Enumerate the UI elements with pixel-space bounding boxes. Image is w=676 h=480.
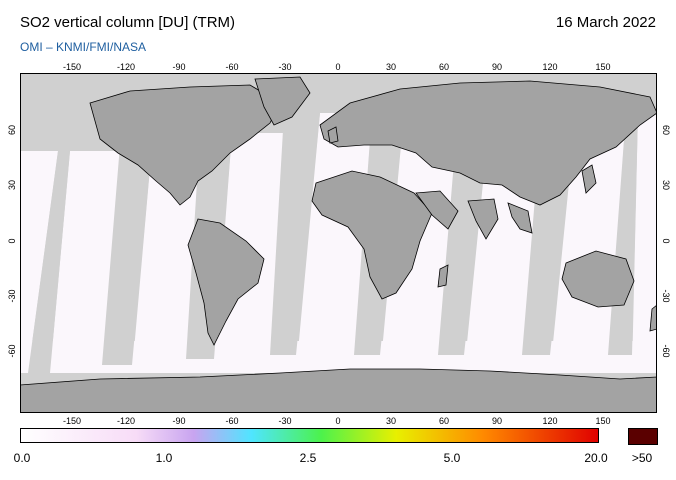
japan [581, 164, 597, 194]
map-date: 16 March 2022 [555, 14, 656, 31]
africa [311, 170, 433, 300]
lon-tick-top: 0 [335, 62, 341, 72]
lon-tick-bottom: 0 [335, 416, 341, 426]
lat-tick-left: -60 [7, 344, 17, 358]
lat-tick-right: 30 [661, 179, 671, 190]
arabia [415, 190, 459, 230]
lon-tick-top: -120 [116, 62, 135, 72]
colorbar-label: 2.5 [299, 451, 317, 465]
lon-tick-bottom: -60 [225, 416, 239, 426]
india [467, 198, 499, 240]
map-frame [20, 73, 657, 413]
greenland [254, 76, 311, 126]
swath-gap [28, 151, 70, 373]
lon-tick-bottom: -150 [62, 416, 81, 426]
lon-tick-top: -60 [225, 62, 239, 72]
lon-tick-top: 90 [491, 62, 502, 72]
south-america [187, 218, 265, 346]
swath [50, 151, 120, 373]
lat-tick-right: -30 [661, 289, 671, 303]
lon-tick-top: 30 [385, 62, 396, 72]
lon-tick-top: 120 [542, 62, 558, 72]
lon-tick-bottom: 150 [595, 416, 611, 426]
australia [561, 250, 635, 308]
world-map [20, 73, 657, 413]
north-america [89, 84, 281, 206]
lat-tick-left: 30 [7, 180, 17, 191]
lon-tick-bottom: -30 [278, 416, 292, 426]
colorbar-label: 1.0 [155, 451, 173, 465]
madagascar [437, 264, 449, 288]
antarctica [20, 368, 657, 413]
new-zealand [649, 304, 657, 332]
lat-tick-left: -30 [7, 289, 17, 303]
lat-tick-left: 60 [7, 125, 17, 136]
lon-tick-top: 150 [595, 62, 611, 72]
europe-asia [319, 80, 657, 206]
colorbar-over-label: >50 [631, 451, 653, 465]
colorbar-over-swatch [628, 428, 658, 445]
lon-tick-top: -150 [62, 62, 81, 72]
lon-tick-top: -90 [172, 62, 186, 72]
lon-tick-bottom: -90 [172, 416, 186, 426]
colorbar-label: 20.0 [584, 451, 608, 465]
land-masses [20, 76, 657, 413]
lon-tick-bottom: 120 [542, 416, 558, 426]
swath [20, 151, 58, 373]
colorbar-gradient [20, 428, 599, 443]
lon-tick-bottom: 90 [491, 416, 502, 426]
swath-gap [102, 145, 152, 365]
lat-tick-right: -60 [661, 344, 671, 358]
lon-tick-top: -30 [278, 62, 292, 72]
lon-tick-bottom: -120 [116, 416, 135, 426]
lat-tick-left: 0 [7, 238, 17, 244]
swath [550, 113, 626, 373]
colorbar-label: 0.0 [13, 451, 31, 465]
lat-tick-right: 60 [661, 124, 671, 135]
colorbar [20, 428, 599, 443]
lon-tick-bottom: 30 [385, 416, 396, 426]
colorbar-label: 5.0 [443, 451, 461, 465]
lon-tick-bottom: 60 [438, 416, 449, 426]
map-title: SO2 vertical column [DU] (TRM) [20, 14, 236, 31]
lon-tick-top: 60 [438, 62, 449, 72]
southeast-asia [507, 202, 533, 234]
swath-gap [270, 113, 320, 355]
data-credit: OMI – KNMI/FMI/NASA [20, 40, 147, 54]
uk [327, 126, 339, 144]
lat-tick-right: 0 [661, 238, 671, 244]
swath [632, 113, 657, 373]
